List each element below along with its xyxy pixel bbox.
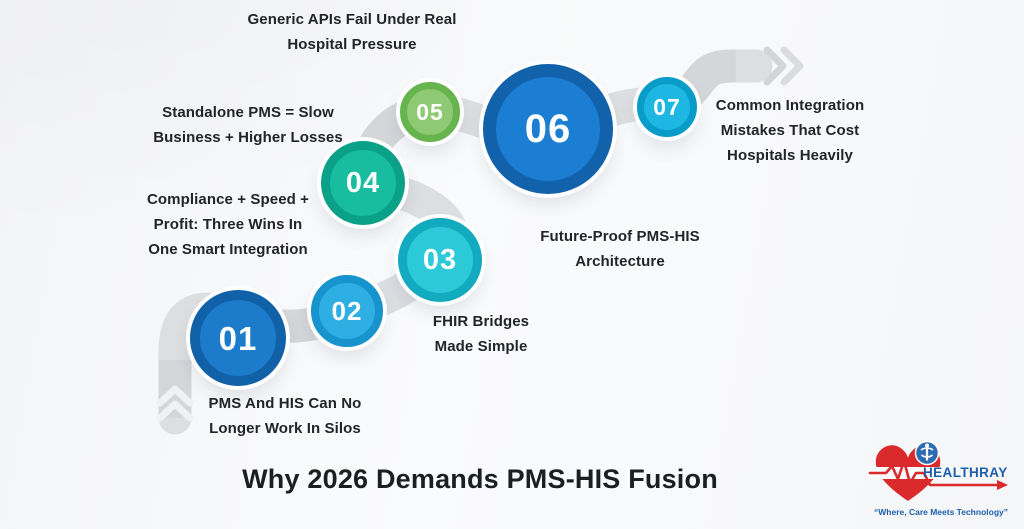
step-07-label: Common Integration Mistakes That Cost Ho… xyxy=(715,97,865,164)
step-circle-03: 03 xyxy=(398,218,482,302)
step-number-03: 03 xyxy=(422,243,458,276)
step-circle-06: 06 xyxy=(483,64,613,194)
infographic-title: Why 2026 Demands PMS-HIS Fusion xyxy=(242,464,718,494)
step-01-label: PMS And HIS Can No Longer Work In Silos xyxy=(208,395,362,437)
caduceus-icon xyxy=(914,440,940,466)
step-circle-05: 05 xyxy=(400,82,460,142)
heart-ekg-icon xyxy=(868,440,1008,501)
end-arrows-icon xyxy=(763,46,804,86)
step-04-label: Compliance + Speed + Profit: Three Wins … xyxy=(146,191,310,258)
brand-name: HEALTHRAY xyxy=(923,465,1008,480)
start-chevron-icon xyxy=(156,385,194,422)
step-02-label: Standalone PMS = Slow Business + Higher … xyxy=(153,104,343,146)
step-number-01: 01 xyxy=(218,319,258,357)
step-05-label: Generic APIs Fail Under Real Hospital Pr… xyxy=(247,11,457,53)
step-circle-01: 01 xyxy=(190,290,286,386)
healthray-logo: HEALTHRAY “Where, Care Meets Technology” xyxy=(866,433,1016,519)
step-03-label: FHIR Bridges Made Simple xyxy=(432,313,530,355)
step-number-04: 04 xyxy=(345,166,381,199)
step-circle-02: 02 xyxy=(311,275,383,347)
step-number-02: 02 xyxy=(331,296,363,326)
step-06-label: Future-Proof PMS-HIS Architecture xyxy=(540,228,700,270)
step-number-06: 06 xyxy=(524,107,572,151)
step-number-05: 05 xyxy=(416,98,444,125)
brand-tagline: “Where, Care Meets Technology” xyxy=(874,507,1008,517)
step-circle-07: 07 xyxy=(637,77,697,137)
step-number-07: 07 xyxy=(653,93,681,120)
step-circle-04: 04 xyxy=(321,141,405,225)
